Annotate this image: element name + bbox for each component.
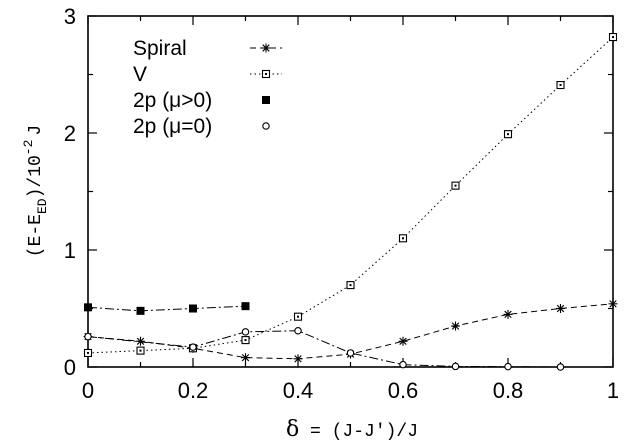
data-point — [87, 351, 89, 354]
x-tick-labels: 0 0.2 0.4 0.6 0.8 1 — [82, 378, 619, 403]
y-axis-label-sup: -2 — [21, 140, 36, 156]
data-point — [136, 306, 145, 315]
data-point — [189, 343, 197, 351]
y-axis-label: (E-EED)/10-2 J — [21, 125, 50, 257]
data-point — [241, 353, 250, 362]
y-tick-label: 2 — [64, 121, 76, 146]
x-axis-label-rest: = (J-J')/J — [299, 422, 418, 442]
data-point — [609, 300, 617, 308]
legend-marker — [265, 73, 267, 75]
data-point — [399, 337, 407, 345]
data-point — [241, 302, 250, 311]
data-point — [402, 237, 404, 240]
series-line — [87, 305, 246, 312]
data-point — [451, 362, 460, 371]
data-point — [454, 184, 457, 187]
data-point — [244, 339, 247, 342]
plot-frame — [87, 15, 614, 368]
data-point — [451, 322, 460, 330]
x-tick-label: 0.8 — [493, 378, 524, 403]
x-tick-label: 0 — [82, 378, 94, 403]
legend-label-spiral: Spiral — [133, 37, 187, 60]
data-point — [559, 84, 562, 87]
series-2 — [84, 302, 250, 315]
legend-markers — [250, 43, 282, 130]
series-3 — [84, 326, 565, 371]
x-tick-label: 0.4 — [283, 378, 314, 403]
series-layer — [83, 33, 618, 371]
data-point — [294, 326, 302, 335]
data-point — [507, 133, 509, 136]
legend-marker — [262, 96, 270, 104]
y-tick-label: 0 — [64, 355, 76, 380]
data-point — [241, 328, 250, 336]
legend-marker — [262, 122, 270, 130]
data-point — [294, 355, 302, 363]
data-point — [139, 349, 142, 352]
y-axis-label-sub: ED — [35, 198, 50, 214]
data-point — [612, 36, 614, 39]
y-axis-label-mid: )/10 — [26, 155, 46, 198]
legend-label-2p-mu-positive: 2p (μ>0) — [133, 89, 212, 112]
data-point — [136, 337, 145, 345]
data-point — [399, 360, 407, 369]
y-tick-label: 1 — [64, 238, 76, 263]
data-point — [556, 304, 565, 313]
series-line — [87, 330, 561, 368]
legend: Spiral V 2p (μ>0) 2p (μ=0) — [133, 37, 212, 138]
data-point — [297, 315, 299, 318]
data-point — [349, 284, 352, 287]
series-line — [87, 36, 614, 354]
x-tick-label: 1 — [607, 378, 619, 403]
x-tick-label: 0.6 — [388, 378, 419, 403]
y-tick-label: 3 — [64, 4, 76, 29]
legend-label-2p-mu-zero: 2p (μ=0) — [133, 115, 212, 138]
legend-marker — [262, 44, 270, 52]
y-axis-label-main: (E-E — [26, 214, 46, 257]
series-1 — [83, 33, 618, 358]
x-axis-label: δ = (J-J')/J — [286, 417, 418, 442]
data-point — [84, 303, 92, 312]
x-axis-label-greek: δ — [286, 417, 299, 442]
data-point — [189, 304, 197, 313]
y-tick-labels: 0 1 2 3 — [64, 4, 76, 380]
data-point — [504, 310, 512, 319]
data-point — [504, 362, 512, 371]
data-point — [556, 363, 565, 371]
x-tick-label: 0.2 — [178, 378, 209, 403]
ticks — [87, 15, 614, 368]
data-point — [346, 349, 355, 357]
y-axis-label-end: J — [26, 125, 46, 136]
data-point — [84, 332, 92, 341]
legend-label-v: V — [133, 63, 147, 86]
